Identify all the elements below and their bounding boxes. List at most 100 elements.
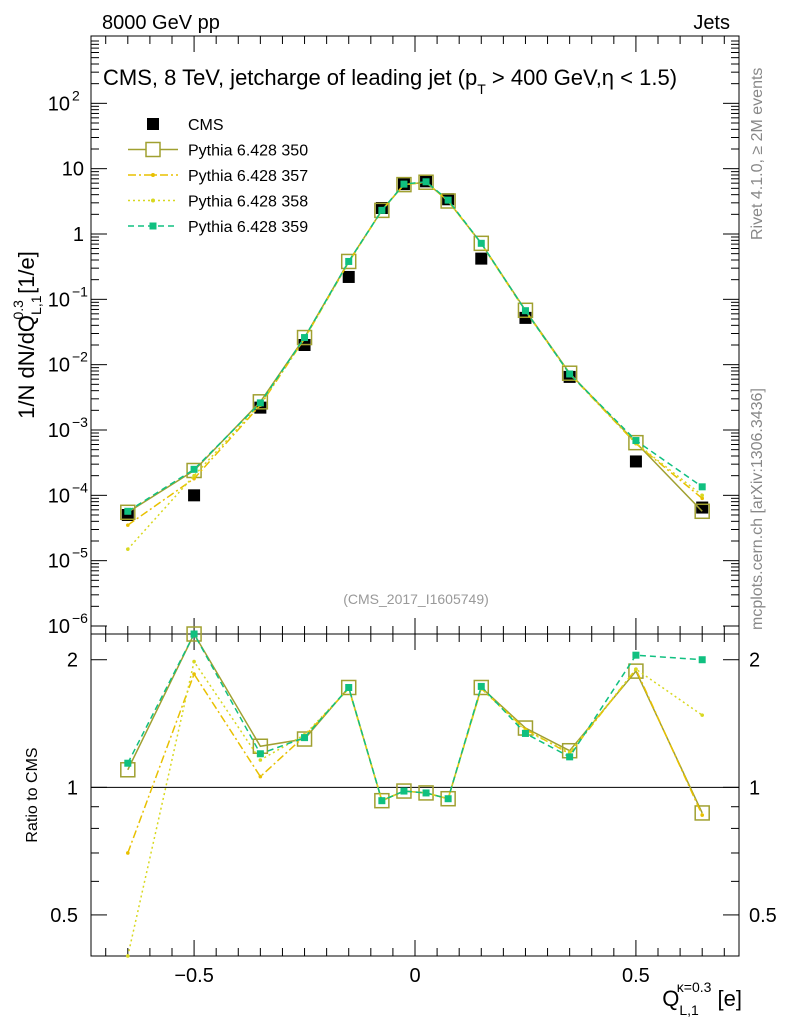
legend-item: CMS: [147, 117, 224, 134]
ratio-point: [258, 758, 263, 762]
mc-point: [440, 193, 456, 209]
ratio-point: [258, 774, 263, 779]
rivet-version-label: Rivet 4.1.0, ≥ 2M events: [749, 68, 766, 240]
x-tick-label: 0.5: [622, 965, 650, 987]
jets-label: Jets: [693, 12, 730, 34]
legend-item: Pythia 6.428 357: [128, 168, 308, 185]
x-tick-label: 0: [409, 965, 420, 987]
analysis-id: (CMS_2017_I1605749): [343, 591, 489, 607]
ratio-point: [477, 682, 485, 690]
legend-item: Pythia 6.428 359: [128, 219, 308, 236]
cms-point: [475, 252, 488, 265]
y-tick-label: 10: [48, 485, 70, 507]
y-tick-label: 10: [48, 355, 70, 377]
mc-point: [422, 178, 430, 186]
y-tick-exponent: −6: [72, 610, 88, 626]
mc-point: [252, 394, 269, 410]
mc-point: [296, 329, 313, 346]
legend-marker: [147, 118, 159, 130]
legend-marker: [149, 222, 157, 230]
ratio-point: [440, 790, 456, 807]
ratio-point: [473, 679, 490, 696]
mc-point: [400, 180, 408, 188]
mc-point: [561, 365, 578, 381]
mc-point: [190, 465, 198, 473]
legend-label: CMS: [188, 117, 224, 134]
mc-point: [694, 503, 710, 520]
mc-point: [700, 493, 704, 498]
ratio-point: [400, 787, 408, 795]
mc-point: [444, 196, 452, 204]
legend-label: Pythia 6.428 358: [188, 194, 308, 211]
legend-marker: [145, 141, 161, 158]
mc-point: [521, 307, 529, 315]
legend-label: Pythia 6.428 359: [188, 219, 308, 236]
y-tick-exponent: −3: [72, 414, 88, 430]
ratio-point: [345, 683, 353, 691]
ratio-point: [632, 651, 640, 659]
mc-point: [477, 239, 485, 247]
legend-label: Pythia 6.428 350: [188, 143, 308, 160]
y-tick-label: 10: [48, 551, 70, 573]
y-tick-exponent: 2: [72, 87, 80, 103]
ratio-point: [192, 659, 196, 664]
mc-point: [340, 253, 357, 270]
series-line: [127, 180, 703, 512]
ratio-point: [444, 795, 452, 803]
ratio-tick-label: 0.5: [50, 905, 78, 927]
legend-label: Pythia 6.428 357: [188, 168, 308, 185]
ratio-tick-label-right: 2: [749, 650, 760, 672]
ratio-point: [521, 729, 529, 737]
ratio-tick-label-right: 1: [749, 777, 760, 799]
ratio-line: [127, 632, 703, 802]
energy-label: 8000 GeV pp: [102, 12, 220, 34]
ratio-point: [628, 663, 644, 679]
mc-point: [301, 334, 309, 342]
ratio-point: [700, 713, 704, 717]
ratio-tick-label: 2: [67, 650, 78, 672]
ratio-axis-label: Ratio to CMS: [24, 747, 41, 842]
x-tick-label: −0.5: [174, 965, 213, 987]
ratio-point: [190, 630, 198, 638]
cms-point: [342, 270, 355, 283]
mc-point: [566, 370, 574, 378]
ratio-point: [634, 667, 638, 671]
y-tick-label: 10: [48, 93, 70, 115]
legend-item: Pythia 6.428 350: [128, 141, 308, 160]
mc-point: [345, 257, 353, 265]
legend-marker: [151, 198, 155, 203]
ratio-point: [126, 851, 130, 855]
series-layer: [120, 174, 710, 958]
ratio-point: [256, 750, 264, 758]
mc-point: [256, 399, 264, 407]
mc-point: [374, 202, 390, 219]
mc-point: [126, 523, 130, 527]
legend-item: Pythia 6.428 358: [128, 194, 308, 211]
ratio-point: [698, 656, 706, 664]
mc-point: [124, 507, 132, 515]
mc-point: [126, 547, 130, 551]
cms-point: [629, 455, 642, 468]
ratio-point: [186, 626, 202, 642]
mc-point: [396, 176, 412, 193]
ratio-point: [192, 672, 196, 676]
series-2: [126, 180, 704, 855]
y-tick-label: 1: [73, 224, 84, 246]
ratio-point: [700, 813, 704, 817]
ratio-point: [374, 792, 390, 809]
ratio-point: [422, 789, 430, 797]
y-tick-exponent: −4: [72, 479, 88, 495]
mc-point: [120, 504, 136, 521]
mc-point: [698, 483, 706, 491]
ratio-point: [296, 731, 313, 747]
ratio-point: [124, 759, 132, 767]
x-axis-label: QL,1κ=0.3 [e]: [662, 979, 742, 1018]
ratio-point: [567, 750, 572, 755]
ratio-line: [127, 632, 703, 814]
mcplots-label: mcplots.cern.ch [arXiv:1306.3436]: [749, 388, 766, 630]
mc-point: [418, 174, 434, 190]
cms-point: [121, 509, 134, 522]
ratio-point: [566, 753, 574, 761]
